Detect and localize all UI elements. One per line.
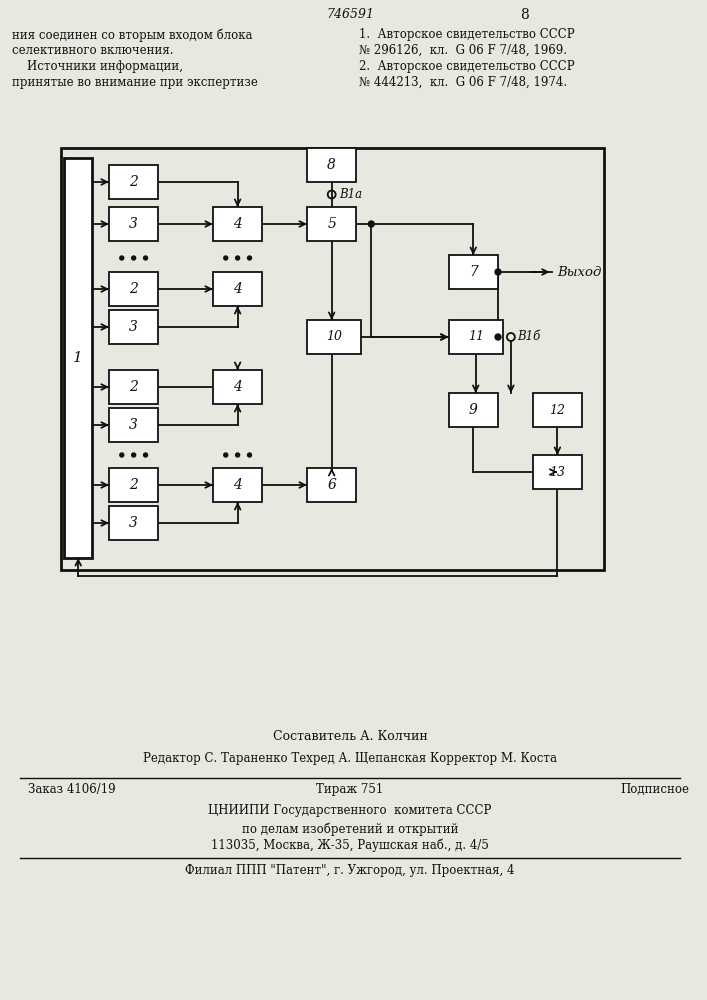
Bar <box>448 393 498 427</box>
Text: 13: 13 <box>549 466 566 479</box>
Text: № 296126,  кл.  G 06 F 7/48, 1969.: № 296126, кл. G 06 F 7/48, 1969. <box>359 44 568 57</box>
Circle shape <box>144 256 148 260</box>
Bar <box>213 207 262 241</box>
Text: 4: 4 <box>233 380 242 394</box>
Text: 2.  Авторское свидетельство СССР: 2. Авторское свидетельство СССР <box>359 60 575 73</box>
Text: № 444213,  кл.  G 06 F 7/48, 1974.: № 444213, кл. G 06 F 7/48, 1974. <box>359 76 568 89</box>
Circle shape <box>247 453 252 457</box>
Bar <box>64 158 92 558</box>
Text: Подписное: Подписное <box>621 783 690 796</box>
Text: Заказ 4106/19: Заказ 4106/19 <box>28 783 115 796</box>
Text: Выход: Выход <box>557 265 602 278</box>
Bar <box>109 370 158 404</box>
Text: 8: 8 <box>327 158 336 172</box>
Text: 5: 5 <box>327 217 336 231</box>
Bar <box>448 320 503 354</box>
Text: 746591: 746591 <box>326 8 374 21</box>
Text: Составитель А. Колчин: Составитель А. Колчин <box>273 730 427 743</box>
Bar <box>109 272 158 306</box>
Text: 4: 4 <box>233 282 242 296</box>
Text: 4: 4 <box>233 478 242 492</box>
Bar <box>307 320 361 354</box>
Circle shape <box>235 256 240 260</box>
Text: 3: 3 <box>129 516 138 530</box>
Text: 3: 3 <box>129 418 138 432</box>
Text: Источники информации,: Источники информации, <box>12 60 183 73</box>
Bar <box>109 310 158 344</box>
Text: Редактор С. Тараненко Техред А. Щепанская Корректор М. Коста: Редактор С. Тараненко Техред А. Щепанска… <box>143 752 557 765</box>
Text: Филиал ППП "Патент", г. Ужгород, ул. Проектная, 4: Филиал ППП "Патент", г. Ужгород, ул. Про… <box>185 864 515 877</box>
Bar <box>213 272 262 306</box>
Bar <box>62 148 604 570</box>
Bar <box>307 207 356 241</box>
Circle shape <box>495 269 501 275</box>
Text: В1б: В1б <box>517 330 540 344</box>
Circle shape <box>247 256 252 260</box>
Circle shape <box>368 221 374 227</box>
Bar <box>307 148 356 182</box>
Bar <box>448 255 498 289</box>
Circle shape <box>144 453 148 457</box>
Circle shape <box>119 453 124 457</box>
Text: 1.  Авторское свидетельство СССР: 1. Авторское свидетельство СССР <box>359 28 575 41</box>
Text: селективного включения.: селективного включения. <box>12 44 173 57</box>
Text: 7: 7 <box>469 265 478 279</box>
Text: принятые во внимание при экспертизе: принятые во внимание при экспертизе <box>12 76 258 89</box>
Bar <box>532 393 582 427</box>
Text: 2: 2 <box>129 282 138 296</box>
Circle shape <box>132 256 136 260</box>
Text: Тираж 751: Тираж 751 <box>316 783 384 796</box>
Text: В1а: В1а <box>339 188 363 201</box>
Text: 3: 3 <box>129 320 138 334</box>
Text: по делам изобретений и открытий: по делам изобретений и открытий <box>242 822 458 836</box>
Circle shape <box>223 453 228 457</box>
Text: 2: 2 <box>129 380 138 394</box>
Bar <box>109 506 158 540</box>
Circle shape <box>223 256 228 260</box>
Text: 11: 11 <box>468 330 484 344</box>
Bar <box>109 207 158 241</box>
Circle shape <box>132 453 136 457</box>
Bar <box>109 165 158 199</box>
Text: 3: 3 <box>129 217 138 231</box>
Bar <box>213 370 262 404</box>
Text: 12: 12 <box>549 403 566 416</box>
Text: 8: 8 <box>520 8 530 22</box>
Text: ЦНИИПИ Государственного  комитета СССР: ЦНИИПИ Государственного комитета СССР <box>209 804 491 817</box>
Text: 10: 10 <box>326 330 342 344</box>
Bar <box>109 468 158 502</box>
Text: 2: 2 <box>129 478 138 492</box>
Text: 113035, Москва, Ж-35, Раушская наб., д. 4/5: 113035, Москва, Ж-35, Раушская наб., д. … <box>211 838 489 852</box>
Circle shape <box>495 334 501 340</box>
Circle shape <box>119 256 124 260</box>
Circle shape <box>235 453 240 457</box>
Text: ния соединен со вторым входом блока: ния соединен со вторым входом блока <box>12 28 252 41</box>
Text: 9: 9 <box>469 403 478 417</box>
Bar <box>532 455 582 489</box>
Bar <box>109 408 158 442</box>
Text: 4: 4 <box>233 217 242 231</box>
Bar <box>307 468 356 502</box>
Text: 1: 1 <box>74 351 83 365</box>
Text: 2: 2 <box>129 175 138 189</box>
Text: 6: 6 <box>327 478 336 492</box>
Bar <box>213 468 262 502</box>
